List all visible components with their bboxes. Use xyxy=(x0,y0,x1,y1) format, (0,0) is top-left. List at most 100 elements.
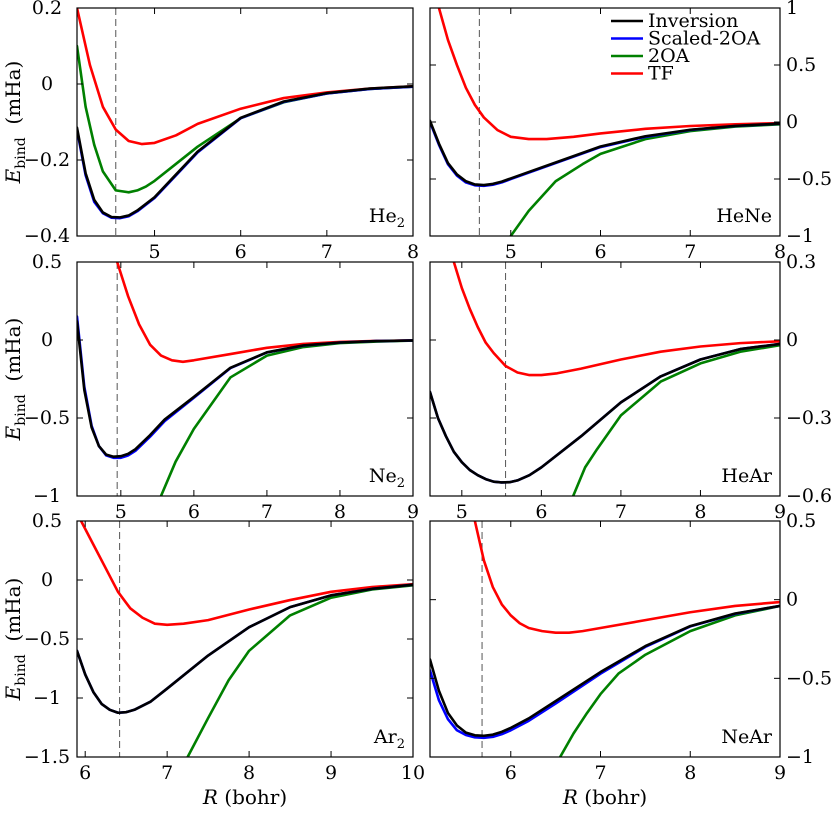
y-axis-subscript: bind xyxy=(13,654,29,685)
x-tick-label: 6 xyxy=(79,762,91,784)
x-tick-label: 9 xyxy=(325,762,337,784)
series-line-inversion xyxy=(77,319,413,458)
series-line-2oa xyxy=(77,44,413,194)
x-tick-label: 8 xyxy=(684,762,696,784)
x-tick-label: 7 xyxy=(684,241,696,263)
panel-label-base: HeNe xyxy=(716,205,772,227)
y-axis-unit: (mHa) xyxy=(1,61,25,138)
panel-label-base: NeAr xyxy=(721,726,773,748)
y-tick-label: −1.5 xyxy=(24,746,70,768)
axes-frame xyxy=(76,520,414,758)
y-tick-label: 0 xyxy=(786,589,798,611)
plot-area xyxy=(430,8,780,236)
x-tick-label: 7 xyxy=(161,762,173,784)
panel-ne2: 5 6 7 8 9 −1 −0.5 0 0.5 Ne2 xyxy=(24,251,419,523)
panel-label: Ne2 xyxy=(369,465,405,491)
y-tick-label: 0 xyxy=(41,73,53,95)
y-tick-label: 0.3 xyxy=(786,251,816,273)
y-axis-symbol: E xyxy=(1,425,25,441)
panel-label-subscript: 2 xyxy=(397,476,405,491)
y-axis-symbol: E xyxy=(1,168,25,184)
series-line-inversion xyxy=(430,604,780,738)
y-tick-label: −0.5 xyxy=(24,407,70,429)
y-tick-label: 0 xyxy=(41,329,53,351)
x-axis-label: R (bohr) xyxy=(562,785,647,809)
y-axis-subscript: bind xyxy=(13,394,29,425)
x-tick-label: 9 xyxy=(407,501,419,523)
y-tick-label: 0 xyxy=(41,569,53,591)
series-line-tf xyxy=(473,521,780,635)
x-tick-label: 6 xyxy=(188,501,200,523)
x-tick-label: 8 xyxy=(774,241,786,263)
series-line-scaled-2oa xyxy=(430,120,780,188)
series-line-inversion xyxy=(430,342,780,484)
x-tick-label: 7 xyxy=(594,762,606,784)
series-line-2oa xyxy=(558,604,780,757)
panel-label-subscript: 2 xyxy=(397,216,405,231)
y-tick-label: −1 xyxy=(33,485,61,507)
panel-label: HeAr xyxy=(721,465,773,487)
x-tick-label: 8 xyxy=(407,241,419,263)
panel-he2: 5 6 7 8 −0.4 −0.2 0 0.2 He2 xyxy=(24,0,419,263)
x-tick-label: 8 xyxy=(243,762,255,784)
axes-frame xyxy=(429,520,781,758)
x-tick-label: 9 xyxy=(774,762,786,784)
y-axis-unit: (mHa) xyxy=(1,578,25,655)
y-axis-label: Ebind (mHa) xyxy=(1,61,29,185)
y-tick-label: −1 xyxy=(786,746,814,768)
series-line-tf xyxy=(79,521,413,627)
y-tick-label: 0.2 xyxy=(32,0,62,19)
y-tick-label: −0.5 xyxy=(786,667,831,689)
y-tick-label: −0.3 xyxy=(786,407,831,429)
plot-area xyxy=(430,521,780,757)
x-axis-unit: (bohr) xyxy=(578,785,647,809)
y-tick-label: 0.5 xyxy=(32,510,62,532)
x-tick-label: 5 xyxy=(115,501,127,523)
x-tick-label: 8 xyxy=(694,501,706,523)
panel-label: He2 xyxy=(369,205,405,231)
series-line-tf xyxy=(452,262,780,377)
y-tick-label: −0.5 xyxy=(24,628,70,650)
y-tick-label: 0.5 xyxy=(786,54,816,76)
plot-area xyxy=(77,262,413,496)
plot-area xyxy=(430,262,780,496)
y-tick-label: 0.5 xyxy=(786,510,816,532)
x-axis-unit: (bohr) xyxy=(218,785,287,809)
legend-label-tf: TF xyxy=(648,63,674,85)
panel-label-base: Ne xyxy=(369,465,397,487)
series-line-inversion xyxy=(77,583,413,715)
x-tick-label: 5 xyxy=(148,241,160,263)
plot-area xyxy=(77,8,413,220)
series-line-inversion xyxy=(430,119,780,187)
x-axis-symbol: R xyxy=(202,785,218,809)
legend-label-scaled-2oa: Scaled-2OA xyxy=(648,28,761,50)
panel-label-subscript: 2 xyxy=(397,737,405,752)
y-axis-label: Ebind (mHa) xyxy=(1,578,29,702)
axes-frame xyxy=(429,261,781,497)
x-tick-label: 6 xyxy=(535,501,547,523)
panel-label: Ar2 xyxy=(373,726,405,752)
y-tick-label: 0.5 xyxy=(32,251,62,273)
axes-frame xyxy=(76,261,414,497)
y-tick-label: −1 xyxy=(786,225,814,247)
y-axis-unit: (mHa) xyxy=(1,318,25,395)
x-tick-label: 6 xyxy=(505,762,517,784)
panel-label-base: He xyxy=(369,205,397,227)
legend-label-2oa: 2OA xyxy=(648,45,690,67)
x-tick-label: 6 xyxy=(235,241,247,263)
panel-label-base: Ar xyxy=(373,726,398,748)
series-line-scaled-2oa xyxy=(430,342,780,484)
y-tick-label: 0 xyxy=(786,329,798,351)
y-tick-label: 1 xyxy=(786,0,798,19)
axes-frame xyxy=(76,7,414,237)
series-line-tf xyxy=(77,8,413,146)
x-tick-label: 8 xyxy=(334,501,346,523)
x-tick-label: 5 xyxy=(505,241,517,263)
panel-label: NeAr xyxy=(721,726,773,748)
series-line-2oa xyxy=(571,343,780,496)
y-tick-label: 0 xyxy=(786,111,798,133)
series-line-scaled-2oa xyxy=(77,315,413,460)
x-tick-label: 5 xyxy=(456,501,468,523)
series-line-tf xyxy=(115,262,413,364)
